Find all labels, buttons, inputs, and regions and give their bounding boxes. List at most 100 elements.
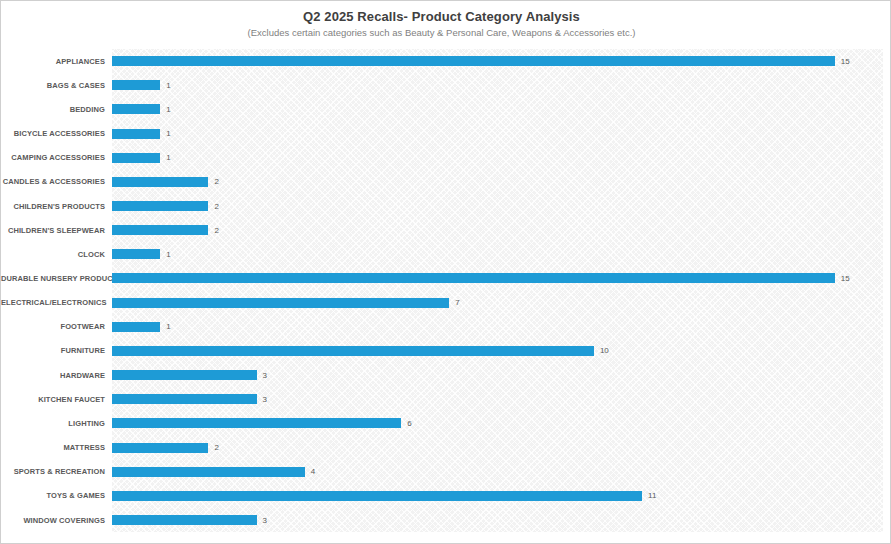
bar xyxy=(112,443,208,453)
bar xyxy=(112,273,835,283)
bar-row: SPORTS & RECREATION 4 xyxy=(1,460,883,484)
bar xyxy=(112,370,257,380)
bar-track: 3 xyxy=(112,363,883,387)
bar-track: 1 xyxy=(112,73,883,97)
value-label: 1 xyxy=(166,105,170,114)
bar-row: LIGHTING 6 xyxy=(1,411,883,435)
category-label: APPLIANCES xyxy=(1,57,112,66)
category-label: CLOCK xyxy=(1,250,112,259)
bar-row: APPLIANCES 15 xyxy=(1,49,883,73)
bar-track: 3 xyxy=(112,387,883,411)
category-label: CANDLES & ACCESSORIES xyxy=(1,177,112,186)
category-label: BAGS & CASES xyxy=(1,81,112,90)
bar-track: 1 xyxy=(112,242,883,266)
bar xyxy=(112,515,257,525)
bar-row: BAGS & CASES 1 xyxy=(1,73,883,97)
bar-row: CANDLES & ACCESSORIES 2 xyxy=(1,170,883,194)
bar-row: TOYS & GAMES 11 xyxy=(1,484,883,508)
bar xyxy=(112,177,208,187)
bar xyxy=(112,322,160,332)
bar xyxy=(112,467,305,477)
category-label: BICYCLE ACCESSORIES xyxy=(1,129,112,138)
chart-title: Q2 2025 Recalls- Product Category Analys… xyxy=(1,9,882,24)
bar-row: KITCHEN FAUCET 3 xyxy=(1,387,883,411)
bar-track: 15 xyxy=(112,266,883,290)
bar-track: 1 xyxy=(112,315,883,339)
bar-track: 1 xyxy=(112,146,883,170)
bar-row: ELECTRICAL/ELECTRONICS 7 xyxy=(1,291,883,315)
value-label: 3 xyxy=(263,395,267,404)
category-label: TOYS & GAMES xyxy=(1,491,112,500)
bar xyxy=(112,80,160,90)
bar-track: 10 xyxy=(112,339,883,363)
category-label: ELECTRICAL/ELECTRONICS xyxy=(1,298,112,307)
bar-track: 2 xyxy=(112,194,883,218)
bar-track: 6 xyxy=(112,411,883,435)
value-label: 2 xyxy=(214,226,218,235)
bar-row: CHILDREN'S PRODUCTS 2 xyxy=(1,194,883,218)
bar-track: 3 xyxy=(112,508,883,532)
bar xyxy=(112,56,835,66)
value-label: 2 xyxy=(214,443,218,452)
bar xyxy=(112,418,401,428)
chart-frame: Q2 2025 Recalls- Product Category Analys… xyxy=(0,0,891,544)
value-label: 1 xyxy=(166,322,170,331)
category-label: CHILDREN'S PRODUCTS xyxy=(1,202,112,211)
value-label: 11 xyxy=(648,491,656,500)
category-label: CAMPING ACCESSORIES xyxy=(1,153,112,162)
value-label: 1 xyxy=(166,250,170,259)
bar-row: BICYCLE ACCESSORIES 1 xyxy=(1,121,883,145)
bar-track: 4 xyxy=(112,460,883,484)
value-label: 7 xyxy=(455,298,459,307)
bar xyxy=(112,104,160,114)
category-label: LIGHTING xyxy=(1,419,112,428)
category-label: HARDWARE xyxy=(1,371,112,380)
chart-subtitle: (Excludes certain categories such as Bea… xyxy=(1,27,882,38)
category-label: BEDDING xyxy=(1,105,112,114)
bar xyxy=(112,201,208,211)
bar xyxy=(112,394,257,404)
bar-track: 15 xyxy=(112,49,883,73)
chart-area: APPLIANCES15BAGS & CASES1BEDDING1BICYCLE… xyxy=(1,49,883,532)
bar-track: 7 xyxy=(112,291,883,315)
value-label: 4 xyxy=(311,467,315,476)
value-label: 2 xyxy=(214,202,218,211)
value-label: 1 xyxy=(166,81,170,90)
value-label: 6 xyxy=(407,419,411,428)
bar xyxy=(112,225,208,235)
value-label: 15 xyxy=(841,57,850,66)
bar xyxy=(112,346,594,356)
value-label: 2 xyxy=(214,177,218,186)
value-label: 15 xyxy=(841,274,850,283)
category-label: CHILDREN'S SLEEPWEAR xyxy=(1,226,112,235)
bar-track: 2 xyxy=(112,170,883,194)
bar-track: 1 xyxy=(112,121,883,145)
bar xyxy=(112,249,160,259)
value-label: 10 xyxy=(600,346,609,355)
bar-row: FOOTWEAR 1 xyxy=(1,315,883,339)
bar-row: CAMPING ACCESSORIES 1 xyxy=(1,146,883,170)
bar-row: DURABLE NURSERY PRODUCT 15 xyxy=(1,266,883,290)
category-label: FURNITURE xyxy=(1,346,112,355)
category-label: SPORTS & RECREATION xyxy=(1,467,112,476)
bar-track: 2 xyxy=(112,218,883,242)
bar-track: 11 xyxy=(112,484,883,508)
bar-track: 1 xyxy=(112,97,883,121)
bar xyxy=(112,129,160,139)
value-label: 3 xyxy=(263,516,267,525)
bar-row: BEDDING 1 xyxy=(1,97,883,121)
bar xyxy=(112,298,449,308)
bar-row: HARDWARE3 xyxy=(1,363,883,387)
bar xyxy=(112,491,642,501)
category-label: DURABLE NURSERY PRODUCT xyxy=(1,274,112,283)
bar-rows: APPLIANCES15BAGS & CASES1BEDDING1BICYCLE… xyxy=(1,49,883,532)
category-label: KITCHEN FAUCET xyxy=(1,395,112,404)
value-label: 1 xyxy=(166,129,170,138)
bar-row: WINDOW COVERINGS 3 xyxy=(1,508,883,532)
category-label: FOOTWEAR xyxy=(1,322,112,331)
value-label: 1 xyxy=(166,153,170,162)
category-label: WINDOW COVERINGS xyxy=(1,516,112,525)
category-label: MATTRESS xyxy=(1,443,112,452)
bar-row: FURNITURE 10 xyxy=(1,339,883,363)
bar xyxy=(112,153,160,163)
